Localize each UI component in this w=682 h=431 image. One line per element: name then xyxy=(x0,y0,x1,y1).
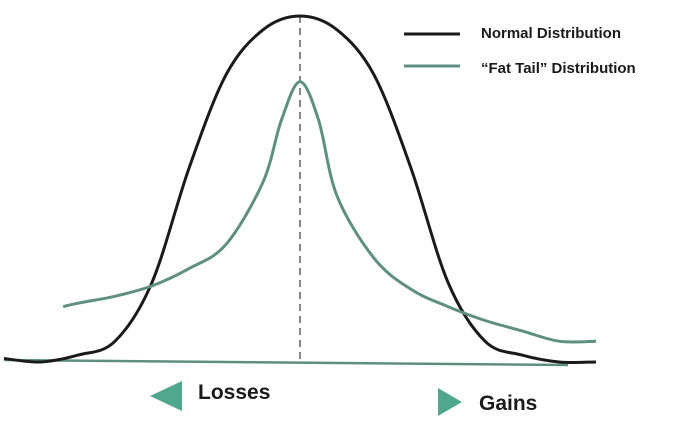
legend-label-normal: Normal Distribution xyxy=(481,25,621,42)
legend-label-fat-tail: “Fat Tail” Distribution xyxy=(481,60,636,77)
plot-area xyxy=(3,14,597,367)
normal-distribution-curve xyxy=(3,14,597,365)
legend: Normal Distribution “Fat Tail” Distribut… xyxy=(404,25,636,77)
right-arrow-icon xyxy=(438,388,462,416)
baseline xyxy=(3,358,569,367)
fat-tail-distribution-curve xyxy=(62,80,597,344)
gains-label: Gains xyxy=(479,392,537,415)
losses-label: Losses xyxy=(198,381,270,404)
direction-annotations: Losses Gains xyxy=(150,381,537,416)
left-arrow-icon xyxy=(150,381,182,411)
